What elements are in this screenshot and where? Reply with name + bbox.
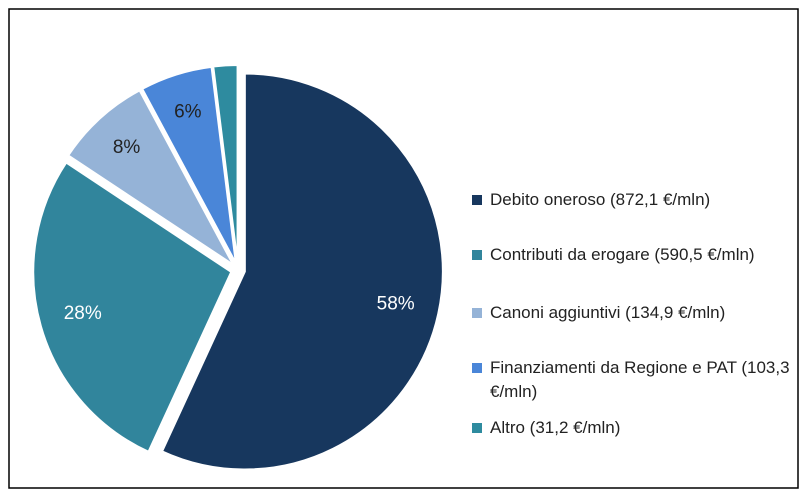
legend-swatch [472,250,482,260]
pie-slice [140,65,237,264]
pie-slice [160,72,444,471]
legend-swatch [472,195,482,205]
slice-label: 6% [174,101,202,122]
legend-entry: Canoni aggiuntivi (134,9 €/mln) [472,301,792,325]
legend-label: Canoni aggiuntivi (134,9 €/mln) [490,303,726,322]
pie-slice [32,161,233,454]
slice-label: 28% [64,303,102,324]
slice-label: 8% [113,137,141,158]
legend-entry: Contributi da erogare (590,5 €/mln) [472,243,792,267]
legend-swatch [472,363,482,373]
pie-slice [66,89,235,266]
legend-entry: Finanziamenti da Regione e PAT (103,3 €/… [472,356,792,404]
legend-label: Finanziamenti da Regione e PAT (103,3 €/… [490,358,790,401]
pie-slice [212,64,239,264]
legend-label: Contributi da erogare (590,5 €/mln) [490,245,755,264]
legend-label: Altro (31,2 €/mln) [490,418,621,437]
slice-label: 58% [377,294,415,315]
legend-label: Debito oneroso (872,1 €/mln) [490,190,711,209]
legend-swatch [472,423,482,433]
legend-entry: Debito oneroso (872,1 €/mln) [472,188,792,212]
legend-entry: Altro (31,2 €/mln) [472,416,792,440]
legend-swatch [472,308,482,318]
